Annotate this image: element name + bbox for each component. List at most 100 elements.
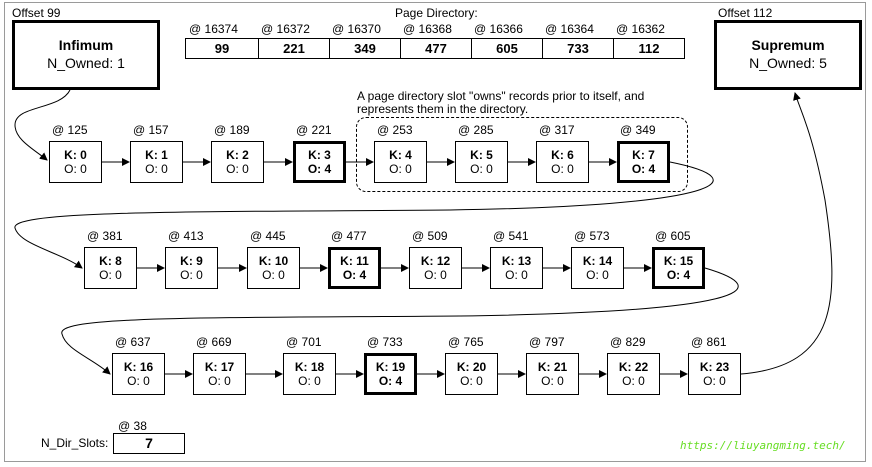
record-address: @ 221 [296, 123, 332, 137]
record-owned: O: 0 [64, 162, 87, 176]
record-owned: O: 4 [666, 268, 691, 282]
record-key: K: 6 [551, 148, 574, 162]
record: K: 1 O: 0 [130, 141, 183, 183]
record-key: K: 10 [258, 254, 289, 268]
record: K: 9 O: 0 [165, 247, 218, 289]
record-key: K: 13 [501, 254, 532, 268]
record-address: @ 381 [87, 229, 123, 243]
record-address: @ 253 [377, 123, 413, 137]
record-owned: O: 0 [460, 374, 483, 388]
record-key: K: 20 [456, 360, 487, 374]
record-key: K: 22 [618, 360, 649, 374]
record-owned: O: 0 [145, 162, 168, 176]
record: K: 4 O: 0 [374, 141, 427, 183]
record-key: K: 0 [64, 148, 87, 162]
record-address: @ 125 [52, 123, 88, 137]
owner-record: K: 3 O: 4 [293, 141, 346, 183]
directory-slot-0: 99 [214, 41, 230, 56]
record-address: @ 765 [448, 335, 484, 349]
record: K: 5 O: 0 [455, 141, 508, 183]
directory-slot-1: 221 [258, 39, 329, 58]
record-owned: O: 0 [551, 162, 574, 176]
directory-slot-5: 733 [542, 39, 613, 58]
record: K: 2 O: 0 [211, 141, 264, 183]
record: K: 12 O: 0 [409, 247, 462, 289]
record-owned: O: 4 [631, 162, 656, 176]
record-address: @ 861 [691, 335, 727, 349]
owner-record: K: 7 O: 4 [617, 141, 670, 183]
record-key: K: 19 [375, 360, 406, 374]
directory-slot-4: 605 [471, 39, 542, 58]
record: K: 21 O: 0 [526, 353, 579, 395]
annotation-line-1: A page directory slot "owns" records pri… [357, 89, 645, 103]
record: K: 14 O: 0 [571, 247, 624, 289]
infimum-owned: N_Owned: 1 [47, 55, 125, 71]
record-owned: O: 0 [586, 268, 609, 282]
supremum-record: Supremum N_Owned: 5 [714, 20, 862, 90]
record-owned: O: 0 [541, 374, 564, 388]
record: K: 0 O: 0 [49, 141, 102, 183]
directory-slot-offset-4: @ 16366 [474, 22, 523, 36]
record: K: 17 O: 0 [193, 353, 246, 395]
directory-slot-offset-6: @ 16362 [616, 22, 665, 36]
directory-slot-3: 477 [400, 39, 471, 58]
record-address: @ 509 [412, 229, 448, 243]
directory-slot-offset-0: @ 16374 [189, 22, 238, 36]
record-key: K: 1 [145, 148, 168, 162]
owner-record: K: 11 O: 4 [328, 247, 381, 289]
infimum-next-arrow [14, 89, 71, 161]
directory-slot-offset-5: @ 16364 [545, 22, 594, 36]
record-address: @ 189 [214, 123, 250, 137]
record-owned: O: 0 [262, 268, 285, 282]
record-address: @ 829 [610, 335, 646, 349]
record-key: K: 7 [632, 148, 655, 162]
record-address: @ 541 [493, 229, 529, 243]
row-wrap-arrow [14, 161, 714, 269]
record-owned: O: 0 [226, 162, 249, 176]
diagram-frame [4, 2, 866, 462]
record-address: @ 797 [529, 335, 565, 349]
page-directory-title: Page Directory: [395, 6, 478, 20]
record-owned: O: 0 [180, 268, 203, 282]
record-owned: O: 4 [378, 374, 403, 388]
infimum-offset: Offset 99 [12, 6, 61, 20]
record-owned: O: 4 [342, 268, 367, 282]
record-owned: O: 0 [424, 268, 447, 282]
record: K: 23 O: 0 [688, 353, 741, 395]
n-dir-slots-value: 7 [113, 433, 185, 454]
record-address: @ 573 [574, 229, 610, 243]
record-key: K: 21 [537, 360, 568, 374]
record-key: K: 12 [420, 254, 451, 268]
record-key: K: 14 [582, 254, 613, 268]
row-wrap-arrow [61, 267, 739, 375]
record-owned: O: 0 [622, 374, 645, 388]
supremum-link-arrow [740, 92, 833, 375]
record-key: K: 5 [470, 148, 493, 162]
directory-slot-6: 112 [613, 39, 684, 58]
record-address: @ 477 [331, 229, 367, 243]
record-owned: O: 0 [505, 268, 528, 282]
record-address: @ 669 [196, 335, 232, 349]
record-address: @ 285 [458, 123, 494, 137]
infimum-title: Infimum [58, 37, 114, 53]
record-address: @ 445 [250, 229, 286, 243]
record-key: K: 9 [180, 254, 203, 268]
record: K: 18 O: 0 [283, 353, 336, 395]
record: K: 16 O: 0 [112, 353, 165, 395]
annotation-line-2: represents them in the directory. [357, 102, 529, 116]
record-address: @ 317 [539, 123, 575, 137]
record-key: K: 3 [308, 148, 331, 162]
record-key: K: 16 [123, 360, 154, 374]
record-owned: O: 0 [298, 374, 321, 388]
n-dir-slots-offset: @ 38 [118, 419, 147, 433]
record-owned: O: 4 [307, 162, 332, 176]
record-key: K: 11 [340, 254, 369, 268]
record-key: K: 2 [226, 148, 249, 162]
record-address: @ 605 [655, 229, 691, 243]
record: K: 20 O: 0 [445, 353, 498, 395]
directory-slot-2: 349 [329, 39, 400, 58]
record-address: @ 701 [286, 335, 322, 349]
record-address: @ 157 [133, 123, 169, 137]
directory-slot-offset-3: @ 16368 [403, 22, 452, 36]
owner-record: K: 19 O: 4 [364, 353, 417, 395]
